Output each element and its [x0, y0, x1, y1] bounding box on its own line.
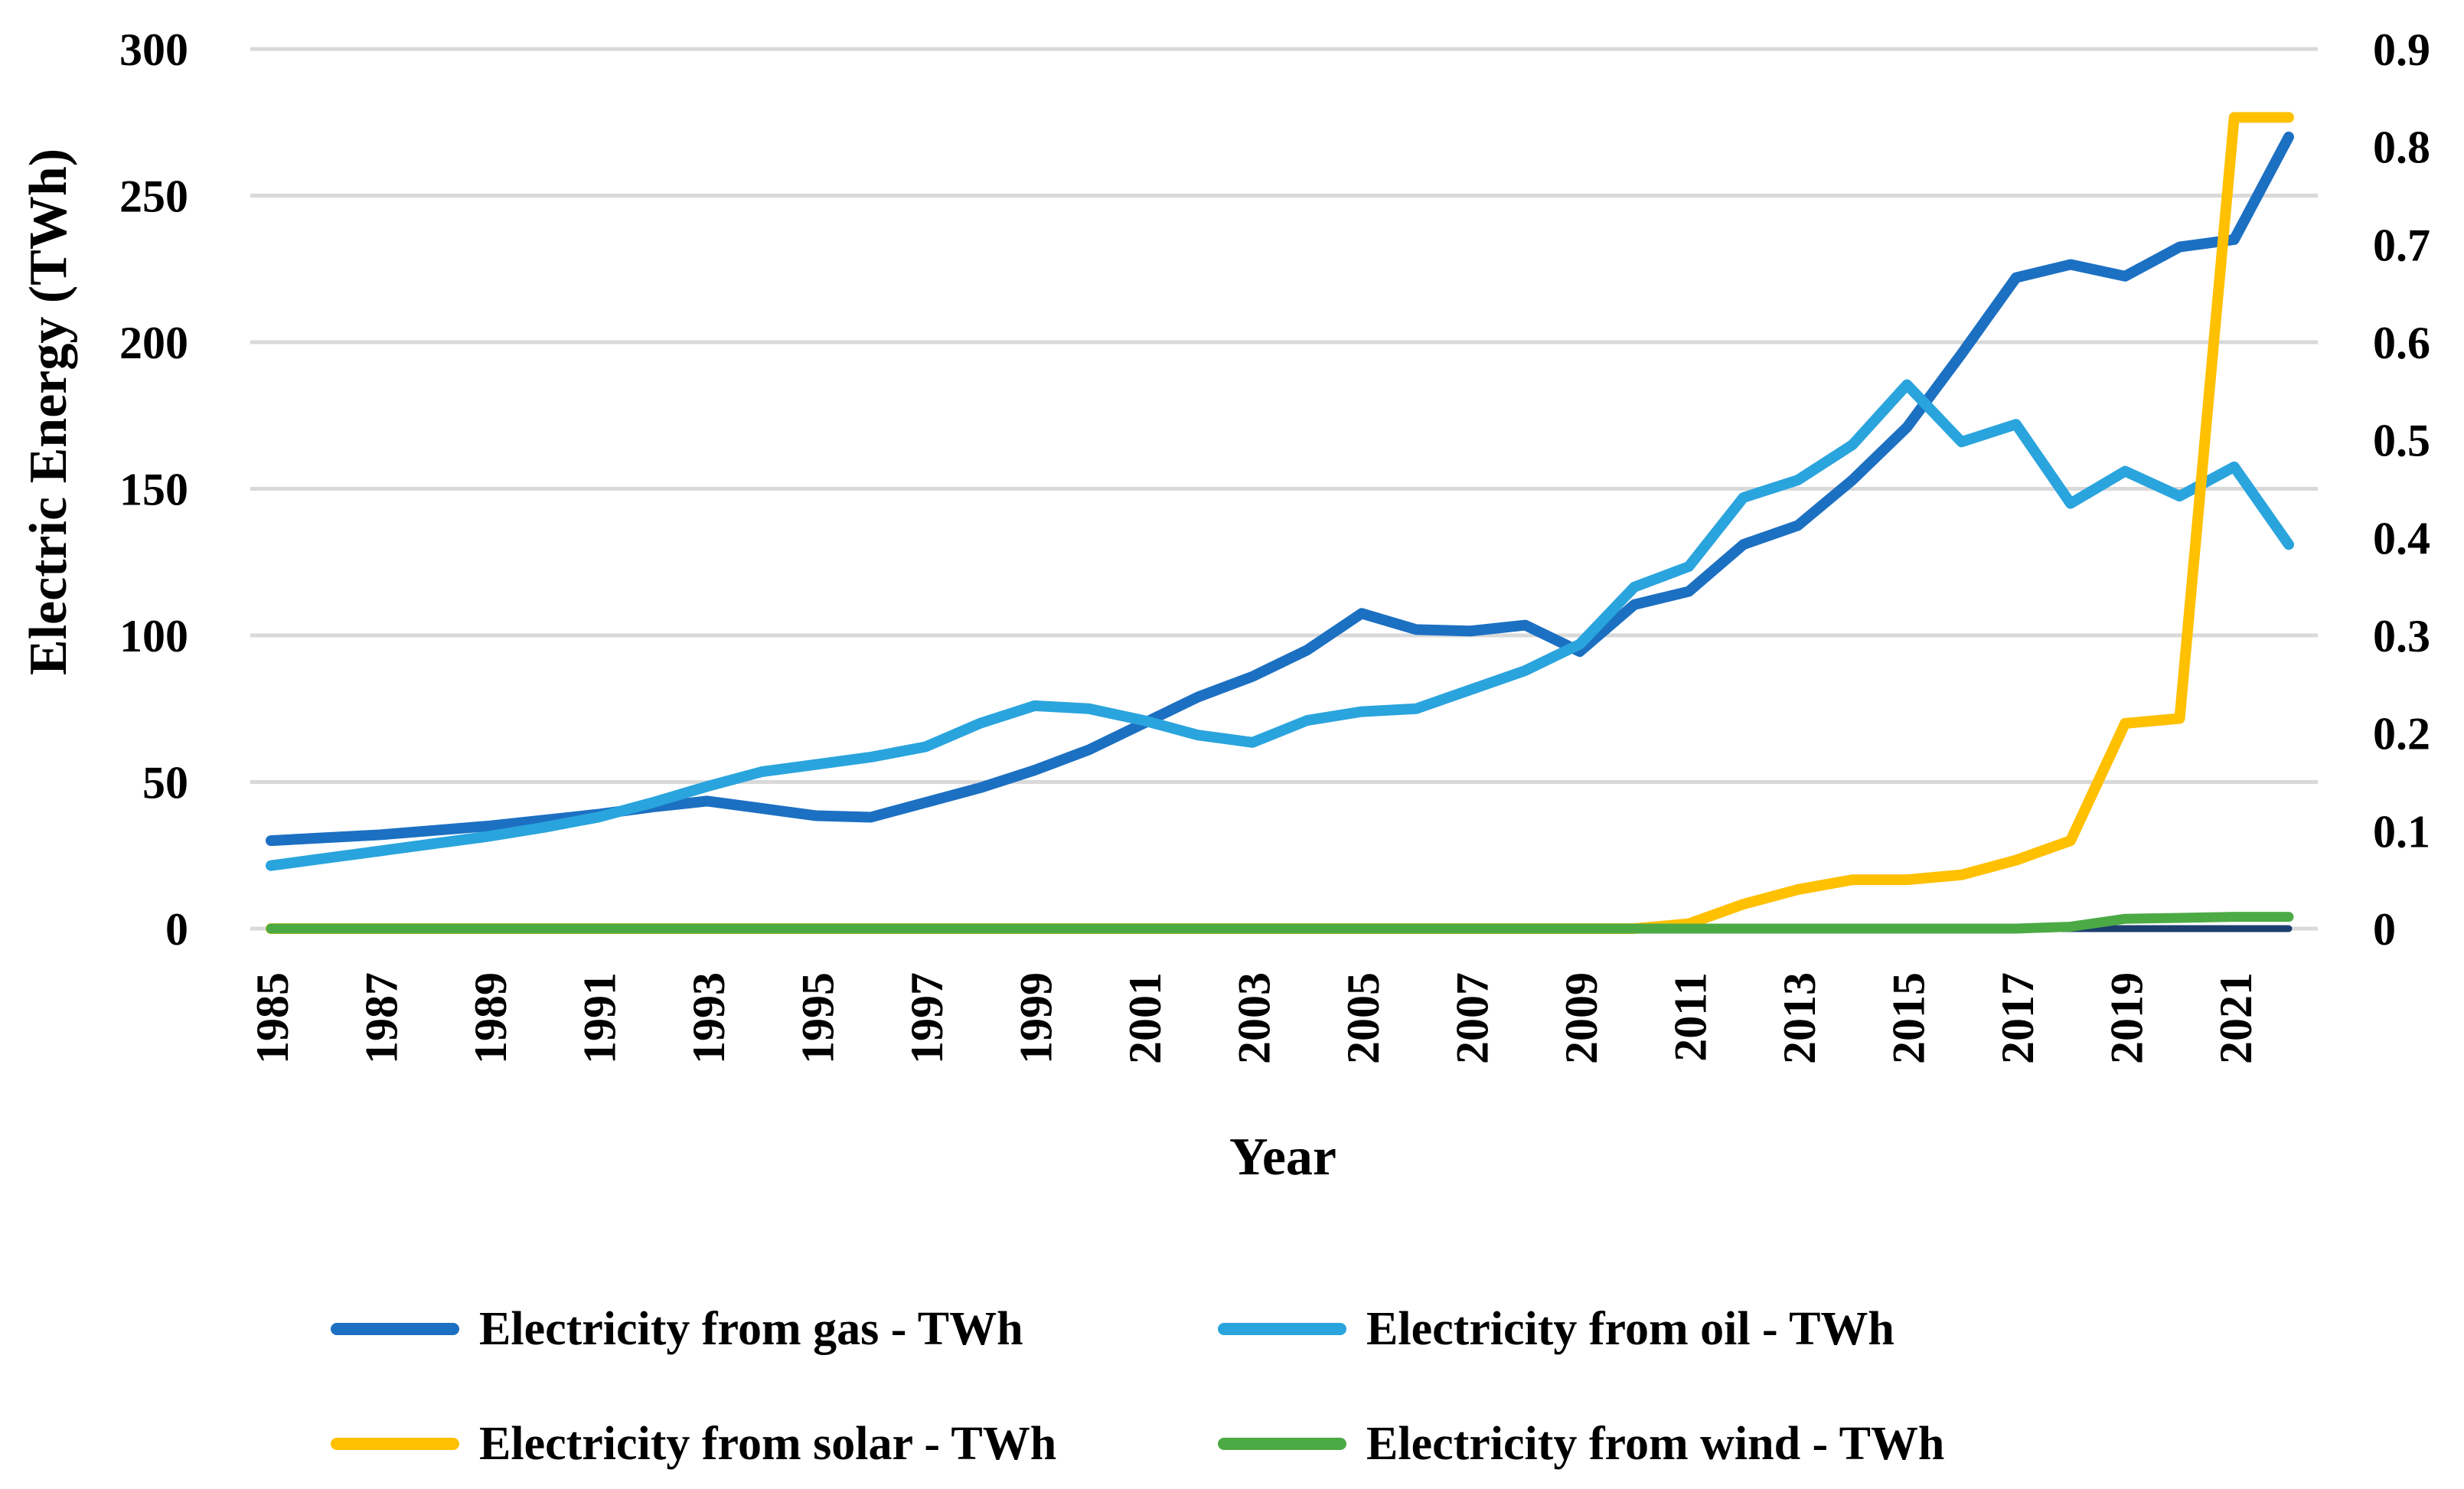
y-right-tick-label: 0.3 — [2373, 611, 2430, 661]
x-tick-label: 2021 — [2211, 972, 2261, 1064]
y-right-tick-label: 0 — [2373, 904, 2396, 955]
y-left-tick-label: 250 — [119, 171, 188, 222]
y-right-tick-label: 0.2 — [2373, 709, 2430, 759]
y-left-tick-label: 50 — [142, 758, 188, 808]
y-right-tick-label: 0.5 — [2373, 416, 2430, 466]
x-tick-label: 1989 — [465, 972, 516, 1064]
x-tick-label: 1995 — [792, 972, 843, 1064]
y-right-tick-label: 0.9 — [2373, 24, 2430, 75]
x-tick-label: 1987 — [356, 972, 406, 1064]
x-tick-label: 2005 — [1338, 972, 1389, 1064]
series-line-1 — [266, 379, 2294, 871]
series-line-2 — [266, 112, 2294, 934]
y-axis-title: Electric Energy (TWh) — [19, 148, 78, 676]
y-left-tick-label: 0 — [165, 904, 188, 955]
y-right-tick-label: 0.4 — [2373, 513, 2430, 563]
x-tick-label: 1991 — [574, 972, 625, 1064]
x-tick-label: 2019 — [2101, 972, 2152, 1064]
x-tick-label: 2001 — [1120, 972, 1170, 1064]
y-right-tick-label: 0.8 — [2373, 122, 2430, 173]
x-tick-label: 2015 — [1883, 972, 1934, 1064]
x-tick-label: 1985 — [247, 972, 298, 1064]
y-right-tick-label: 0.7 — [2373, 220, 2430, 270]
y-left-tick-label: 200 — [119, 318, 188, 368]
x-tick-label: 2013 — [1774, 972, 1825, 1064]
series-line-3 — [266, 912, 2294, 934]
x-tick-label: 1999 — [1010, 972, 1061, 1064]
x-tick-label: 2009 — [1556, 972, 1607, 1064]
x-tick-label: 2007 — [1447, 972, 1497, 1064]
y-left-tick-label: 100 — [119, 611, 188, 661]
y-left-tick-label: 150 — [119, 465, 188, 515]
x-tick-label: 1997 — [902, 972, 952, 1064]
x-axis-title: Year — [1229, 1128, 1336, 1187]
x-tick-label: 2003 — [1229, 972, 1279, 1064]
y-right-tick-label: 0.6 — [2373, 318, 2430, 368]
x-tick-label: 2017 — [1992, 972, 2043, 1064]
x-tick-label: 1993 — [684, 972, 734, 1064]
y-right-tick-label: 0.1 — [2373, 806, 2430, 857]
x-tick-label: 2011 — [1665, 972, 1715, 1062]
y-left-tick-label: 300 — [119, 24, 188, 75]
